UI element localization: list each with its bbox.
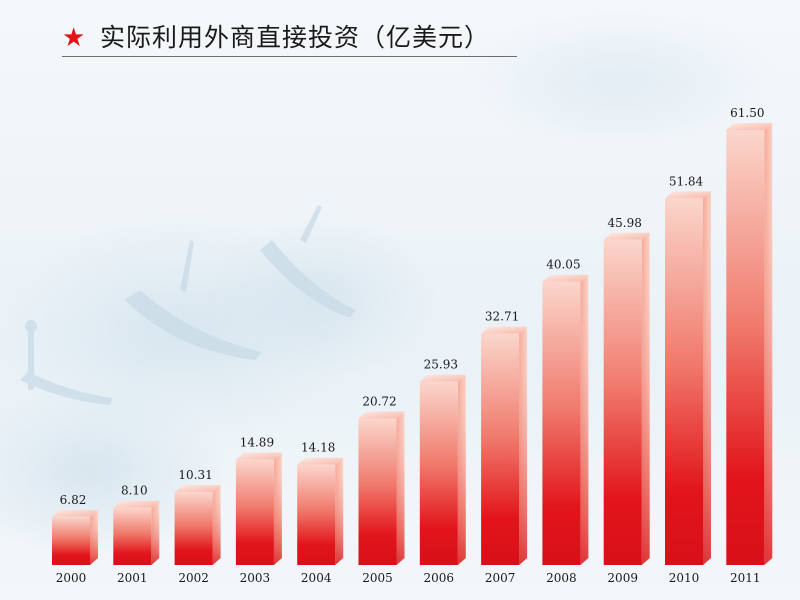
value-label-2005: 20.72 (362, 394, 396, 408)
bar-top-2004 (297, 457, 344, 465)
bar-front-2001 (113, 507, 152, 565)
bar-top-2000 (52, 509, 98, 517)
bar-top-2001 (113, 500, 160, 508)
bar-side-shade-2007 (519, 326, 528, 565)
category-label-2007: 2007 (485, 571, 516, 585)
bar-2010 (665, 191, 711, 565)
bar-2004 (297, 457, 344, 565)
value-label-2007: 32.71 (485, 310, 519, 324)
bar-front-2006 (419, 381, 458, 565)
bar-2008 (542, 274, 589, 565)
bar-top-2008 (542, 274, 589, 282)
bar-front-2011 (726, 130, 765, 565)
bar-side-shade-2002 (212, 485, 221, 565)
value-label-2003: 14.89 (240, 436, 274, 450)
category-label-2011: 2011 (730, 571, 761, 585)
category-label-2008: 2008 (546, 571, 577, 585)
value-label-2000: 6.82 (60, 493, 87, 507)
bar-side-shade-2005 (396, 411, 405, 565)
category-label-2004: 2004 (301, 571, 332, 585)
bar-side-shade-2004 (335, 457, 344, 565)
star-icon: ★ (62, 23, 86, 53)
bar-side-shade-2001 (151, 500, 160, 565)
bar-top-2007 (481, 326, 528, 334)
category-label-2001: 2001 (117, 571, 148, 585)
bar-front-2000 (52, 516, 90, 565)
bar-2009 (603, 232, 650, 565)
bar-front-2004 (297, 464, 336, 565)
value-label-2002: 10.31 (178, 468, 212, 482)
category-label-2010: 2010 (669, 571, 700, 585)
bar-top-2010 (665, 191, 711, 199)
bar-2003 (235, 452, 282, 565)
bar-front-2008 (542, 281, 581, 565)
category-label-2009: 2009 (607, 571, 638, 585)
chart-title: 实际利用外商直接投资（亿美元） (100, 23, 491, 52)
bar-front-2005 (358, 418, 397, 565)
value-label-2009: 45.98 (608, 216, 642, 230)
bar-2000 (52, 509, 98, 565)
category-label-2006: 2006 (424, 571, 455, 585)
value-label-2001: 8.10 (121, 484, 148, 498)
bar-top-2011 (726, 123, 773, 130)
bar-front-2007 (481, 333, 520, 565)
bar-2007 (481, 326, 528, 565)
bar-front-2003 (235, 459, 274, 565)
bar-2011 (726, 123, 773, 565)
value-label-2008: 40.05 (546, 258, 580, 272)
bar-side-shade-2008 (580, 274, 589, 565)
bar-2001 (113, 500, 160, 565)
bar-top-2003 (235, 452, 282, 460)
bar-2005 (358, 411, 405, 565)
value-label-2010: 51.84 (669, 174, 704, 188)
bar-side-shade-2009 (641, 232, 650, 565)
bar-side-shade-2011 (764, 123, 773, 565)
bar-2002 (174, 485, 221, 565)
category-label-2005: 2005 (362, 571, 393, 585)
bar-side-shade-2003 (273, 452, 282, 565)
category-label-2000: 2000 (56, 571, 87, 585)
bar-front-2002 (174, 492, 213, 565)
value-label-2006: 25.93 (424, 358, 458, 372)
category-label-2002: 2002 (178, 571, 209, 585)
bar-side-shade-2006 (457, 374, 466, 565)
value-label-2004: 14.18 (301, 441, 335, 455)
bar-2006 (419, 374, 466, 565)
value-label-2011: 61.50 (730, 106, 764, 120)
bar-side-shade-2010 (703, 191, 711, 565)
bar-front-2009 (603, 239, 642, 565)
boat-silhouette (20, 205, 356, 405)
bar-top-2005 (358, 411, 405, 419)
bar-top-2006 (419, 374, 466, 382)
chart-title-bar: ★ 实际利用外商直接投资（亿美元） (62, 22, 517, 57)
category-label-2003: 2003 (240, 571, 271, 585)
bar-front-2010 (665, 198, 703, 565)
bar-side-shade-2000 (90, 509, 98, 565)
bar-top-2002 (174, 485, 221, 493)
bar-top-2009 (603, 232, 650, 240)
